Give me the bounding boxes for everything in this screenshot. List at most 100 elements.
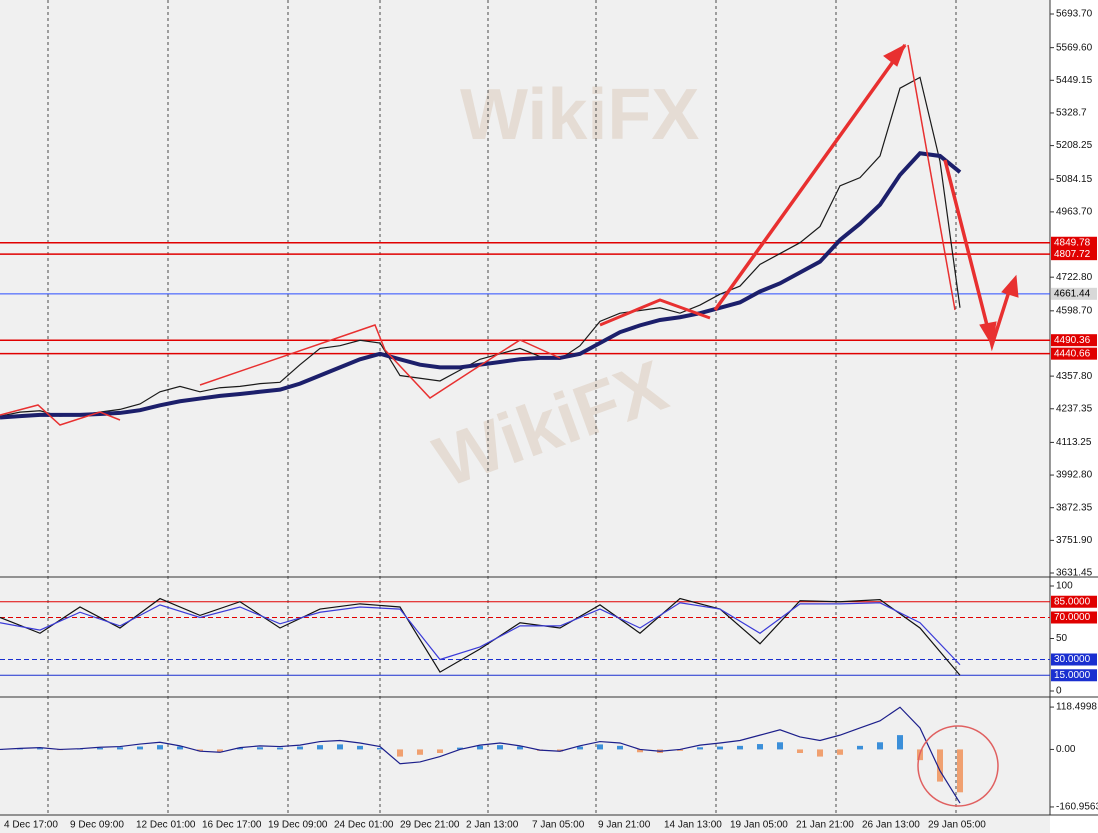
trend-lines: [0, 404, 121, 426]
histogram-bar: [377, 747, 383, 750]
x-tick-label: 2 Jan 13:00: [466, 820, 519, 831]
x-tick-label: 14 Jan 13:00: [664, 820, 722, 831]
histogram-bar: [137, 746, 143, 750]
x-tick-label: 19 Dec 09:00: [268, 820, 328, 831]
x-tick-label: 16 Dec 17:00: [202, 820, 262, 831]
arrow-head: [883, 43, 906, 67]
level-label-box: [1051, 287, 1097, 300]
series-line: [0, 76, 961, 417]
y-tick-label: 5208.25: [1056, 140, 1093, 151]
histogram-bar: [237, 747, 243, 750]
series-line: [0, 597, 961, 676]
x-tick-label: 9 Dec 09:00: [70, 820, 124, 831]
level-label: 4661.44: [1054, 288, 1091, 299]
level-label: 70.0000: [1054, 612, 1091, 623]
arrow-head: [979, 321, 997, 347]
histogram-bar: [77, 749, 83, 750]
level-label-box: [1051, 669, 1097, 682]
histogram-bar: [397, 749, 403, 757]
y-tick-label: 0.00: [1056, 744, 1076, 755]
histogram-bar: [257, 747, 263, 750]
histogram-bar: [357, 745, 363, 750]
histogram-bar: [457, 747, 463, 750]
histogram-bar: [617, 745, 623, 750]
x-tick-label: 29 Jan 05:00: [928, 820, 986, 831]
histogram-bar: [437, 749, 443, 753]
histogram-bar: [777, 742, 783, 750]
series-line: [0, 151, 962, 420]
level-label-box: [1051, 236, 1097, 249]
trend-lines: [199, 324, 561, 399]
y-tick-label: 0: [1056, 686, 1062, 697]
y-tick-label: 3751.90: [1056, 535, 1093, 546]
histogram-bar: [117, 747, 123, 750]
series-line: [0, 602, 961, 666]
histogram-bar: [197, 749, 203, 752]
highlight-circle: [917, 725, 999, 807]
level-label: 15.0000: [1054, 670, 1091, 681]
histogram-bar: [757, 744, 763, 750]
histogram-bar: [97, 747, 103, 750]
histogram-bar: [937, 749, 943, 782]
histogram-bar: [157, 745, 163, 750]
y-tick-label: 50: [1056, 633, 1068, 644]
arrow-up: [713, 43, 907, 312]
y-tick-label: 3631.45: [1056, 568, 1093, 579]
histogram-bar: [897, 735, 903, 750]
histogram-bar: [877, 742, 883, 750]
level-label-box: [1051, 334, 1097, 347]
x-tick-label: 4 Dec 17:00: [4, 820, 58, 831]
x-tick-label: 9 Jan 21:00: [598, 820, 651, 831]
histogram-bar: [557, 749, 563, 752]
y-tick-label: 4598.70: [1056, 305, 1093, 316]
x-tick-label: 12 Dec 01:00: [136, 820, 196, 831]
histogram-bar: [37, 748, 43, 750]
histogram-bar: [317, 745, 323, 750]
x-tick-label: 29 Dec 21:00: [400, 820, 460, 831]
level-label-box: [1051, 653, 1097, 666]
histogram-bar: [857, 745, 863, 750]
histogram-bar: [817, 749, 823, 757]
y-tick-label: 5449.15: [1056, 75, 1093, 86]
histogram-bar: [497, 745, 503, 750]
axis-background: [1050, 0, 1098, 833]
y-tick-label: 4113.25: [1056, 437, 1092, 448]
x-tick-label: 24 Dec 01:00: [334, 820, 394, 831]
y-tick-label: 4237.35: [1056, 403, 1093, 414]
histogram-bar: [637, 749, 643, 753]
plot-background: [0, 0, 1050, 833]
level-label: 4440.66: [1054, 348, 1091, 359]
histogram-bar: [797, 749, 803, 753]
histogram-bar: [177, 746, 183, 750]
y-tick-label: 3872.35: [1056, 502, 1093, 513]
histogram-bar: [477, 745, 483, 750]
watermark: WikiFX: [460, 75, 699, 155]
histogram-bar: [17, 748, 23, 750]
y-tick-label: -160.9563: [1056, 802, 1098, 813]
level-label: 4807.72: [1054, 249, 1091, 260]
x-tick-label: 26 Jan 13:00: [862, 820, 920, 831]
level-label-box: [1051, 611, 1097, 624]
x-tick-label: 7 Jan 05:00: [532, 820, 585, 831]
histogram-bar: [837, 749, 843, 755]
y-tick-label: 3992.80: [1056, 470, 1093, 481]
histogram-bar: [957, 749, 963, 793]
y-tick-label: 5569.60: [1056, 42, 1093, 53]
histogram-bar: [597, 744, 603, 750]
trend-lines: [907, 44, 956, 311]
x-tick-label: 21 Jan 21:00: [796, 820, 854, 831]
arrow-path: [599, 298, 711, 327]
x-tick-label: 19 Jan 05:00: [730, 820, 788, 831]
histogram-bar: [277, 747, 283, 750]
histogram-bar: [337, 744, 343, 750]
histogram-bar: [737, 745, 743, 750]
level-label-box: [1051, 347, 1097, 360]
y-tick-label: 4722.80: [1056, 272, 1093, 283]
y-tick-label: 100: [1056, 581, 1073, 592]
histogram-bar: [297, 746, 303, 750]
histogram-bar: [717, 746, 723, 750]
level-label: 85.0000: [1054, 596, 1091, 607]
histogram-bar: [517, 746, 523, 750]
